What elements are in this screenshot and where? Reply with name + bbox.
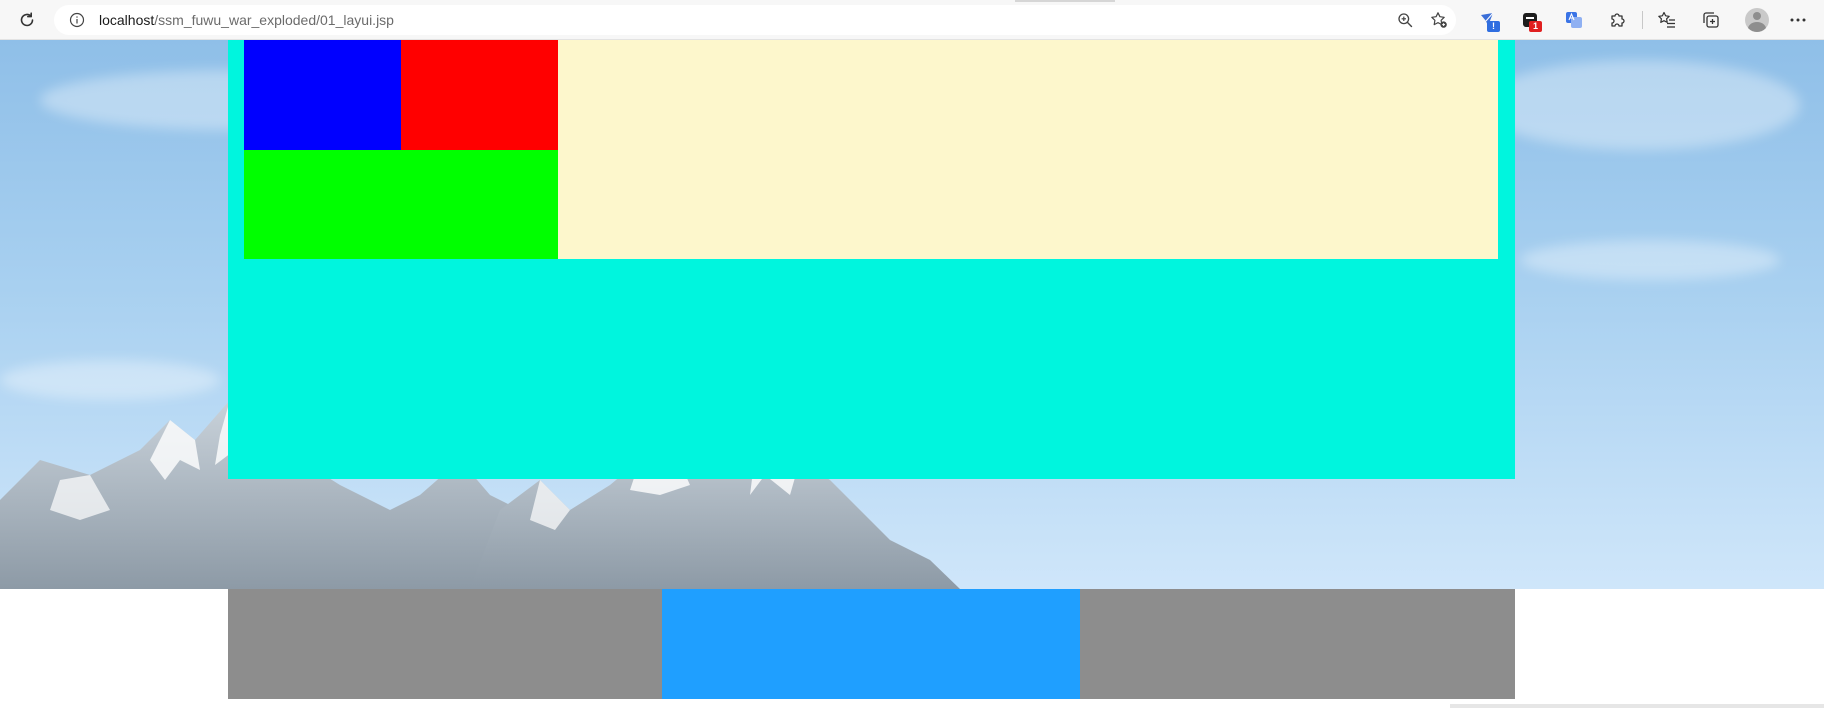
footer-right-block	[1080, 589, 1515, 699]
add-favorite-icon[interactable]	[1428, 10, 1450, 30]
green-block	[244, 150, 558, 259]
url-path: /ssm_fuwu_war_exploded/01_layui.jsp	[154, 12, 394, 28]
address-bar[interactable]: localhost/ssm_fuwu_war_exploded/01_layui…	[54, 5, 1456, 35]
favorites-icon[interactable]	[1653, 7, 1681, 33]
browser-toolbar: localhost/ssm_fuwu_war_exploded/01_layui…	[0, 0, 1824, 40]
extension-translate-icon[interactable]	[1560, 7, 1588, 33]
footer-center-block	[662, 589, 1080, 699]
page-viewport	[0, 40, 1824, 709]
avatar-body	[1748, 22, 1766, 32]
red-block	[401, 40, 558, 150]
blue-block	[244, 40, 401, 150]
reload-icon[interactable]	[14, 8, 40, 32]
url-host: localhost	[99, 12, 155, 28]
tab-strip-indicator	[1015, 0, 1115, 2]
footer-left-block	[228, 589, 662, 699]
info-icon[interactable]	[68, 11, 86, 29]
extension-app-badge: 1	[1529, 21, 1542, 32]
zoom-icon[interactable]	[1394, 10, 1416, 30]
extension-mail-icon[interactable]: !	[1474, 7, 1502, 33]
extension-app-icon[interactable]: 1	[1516, 7, 1544, 33]
toolbar-divider	[1642, 11, 1643, 29]
horizontal-scrollbar[interactable]	[1450, 704, 1824, 708]
more-icon[interactable]	[1784, 7, 1812, 33]
collections-icon[interactable]	[1697, 7, 1725, 33]
avatar-head	[1753, 12, 1761, 20]
extension-mail-badge: !	[1487, 21, 1500, 32]
avatar[interactable]	[1745, 8, 1769, 32]
url-text[interactable]: localhost/ssm_fuwu_war_exploded/01_layui…	[99, 11, 394, 29]
puzzle-icon[interactable]	[1604, 7, 1632, 33]
